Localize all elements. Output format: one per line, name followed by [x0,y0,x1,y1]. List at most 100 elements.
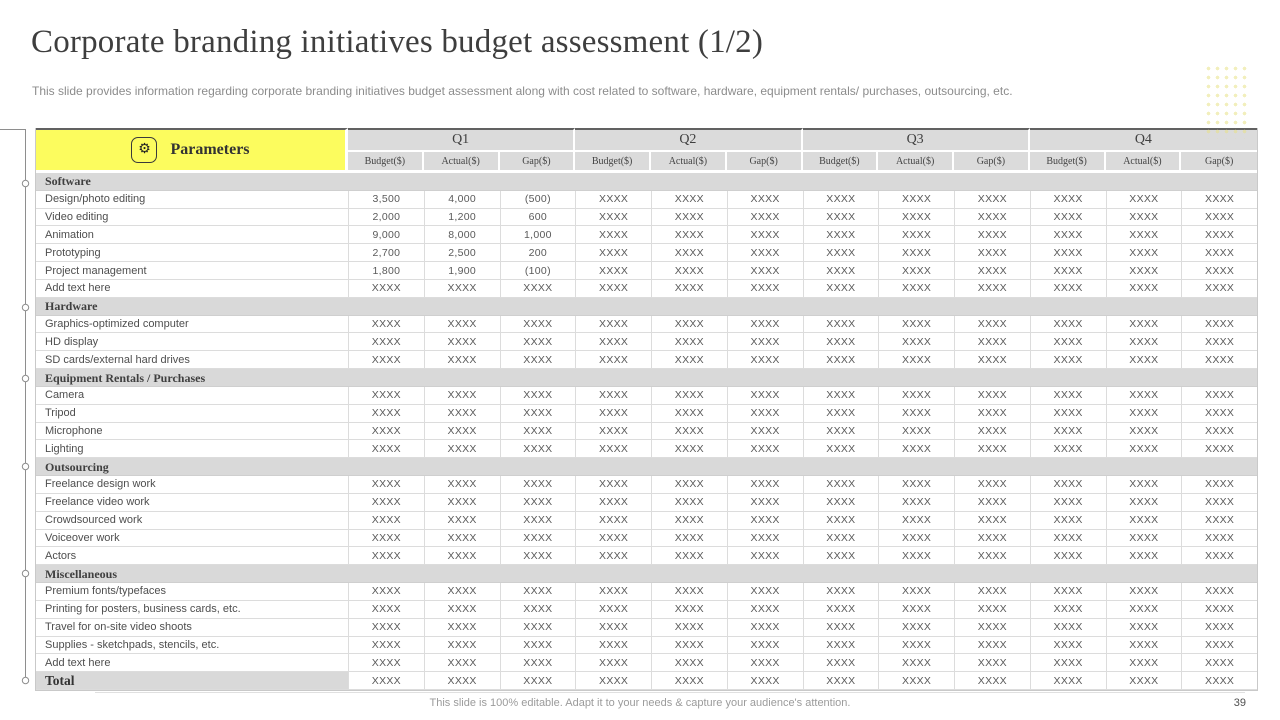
value-cell[interactable]: XXXX [348,672,424,691]
value-cell[interactable]: XXXX [499,654,576,673]
value-cell[interactable]: XXXX [802,636,879,655]
value-cell[interactable]: XXXX [802,618,879,637]
value-cell[interactable]: XXXX [651,315,727,334]
value-cell[interactable]: XXXX [575,190,651,209]
value-cell[interactable]: XXXX [726,440,803,459]
value-cell[interactable]: XXXX [954,208,1030,227]
value-cell[interactable]: XXXX [1029,386,1106,405]
value-cell[interactable]: XXXX [499,279,576,298]
value-cell[interactable]: XXXX [954,351,1030,370]
value-cell[interactable]: XXXX [954,511,1030,530]
value-cell[interactable]: XXXX [423,583,500,601]
value-cell[interactable]: XXXX [878,583,954,601]
value-cell[interactable]: XXXX [1105,190,1182,209]
value-cell[interactable]: XXXX [651,190,727,209]
value-cell[interactable]: XXXX [423,529,500,548]
value-cell[interactable]: XXXX [575,511,651,530]
value-cell[interactable]: XXXX [878,315,954,334]
value-cell[interactable]: XXXX [954,440,1030,459]
value-cell[interactable]: XXXX [1181,636,1258,655]
value-cell[interactable]: XXXX [1105,333,1182,352]
value-cell[interactable]: XXXX [651,262,727,280]
value-cell[interactable]: XXXX [348,333,424,352]
value-cell[interactable]: XXXX [726,583,803,601]
value-cell[interactable]: XXXX [575,315,651,334]
value-cell[interactable]: XXXX [1029,600,1106,619]
value-cell[interactable]: XXXX [878,476,954,494]
value-cell[interactable]: XXXX [726,333,803,352]
value-cell[interactable]: 2,700 [348,244,424,263]
value-cell[interactable]: XXXX [1181,476,1258,494]
value-cell[interactable]: XXXX [726,208,803,227]
value-cell[interactable]: XXXX [802,315,879,334]
value-cell[interactable]: XXXX [878,654,954,673]
value-cell[interactable]: XXXX [1105,600,1182,619]
value-cell[interactable]: XXXX [499,636,576,655]
value-cell[interactable]: XXXX [1029,654,1106,673]
value-cell[interactable]: XXXX [348,511,424,530]
value-cell[interactable]: XXXX [1105,547,1182,566]
value-cell[interactable]: XXXX [726,529,803,548]
value-cell[interactable]: XXXX [726,262,803,280]
value-cell[interactable]: XXXX [726,511,803,530]
value-cell[interactable]: XXXX [423,333,500,352]
value-cell[interactable]: XXXX [1181,404,1258,423]
value-cell[interactable]: XXXX [1181,351,1258,370]
value-cell[interactable]: XXXX [802,279,879,298]
value-cell[interactable]: XXXX [348,636,424,655]
value-cell[interactable]: XXXX [423,422,500,441]
value-cell[interactable]: XXXX [575,440,651,459]
value-cell[interactable]: XXXX [499,672,576,691]
value-cell[interactable]: XXXX [954,654,1030,673]
value-cell[interactable]: 3,500 [348,190,424,209]
value-cell[interactable]: XXXX [423,386,500,405]
value-cell[interactable]: XXXX [1181,529,1258,548]
value-cell[interactable]: XXXX [878,440,954,459]
value-cell[interactable]: XXXX [499,583,576,601]
value-cell[interactable]: XXXX [726,351,803,370]
value-cell[interactable]: XXXX [423,636,500,655]
value-cell[interactable]: XXXX [802,529,879,548]
value-cell[interactable]: XXXX [878,333,954,352]
value-cell[interactable]: 200 [499,244,576,263]
value-cell[interactable]: XXXX [423,351,500,370]
value-cell[interactable]: XXXX [1029,618,1106,637]
value-cell[interactable]: XXXX [1181,262,1258,280]
value-cell[interactable]: XXXX [348,600,424,619]
value-cell[interactable]: XXXX [348,351,424,370]
value-cell[interactable]: XXXX [802,333,879,352]
value-cell[interactable]: XXXX [1029,244,1106,263]
value-cell[interactable]: XXXX [1029,279,1106,298]
value-cell[interactable]: XXXX [726,654,803,673]
value-cell[interactable]: 4,000 [423,190,500,209]
value-cell[interactable]: XXXX [423,618,500,637]
value-cell[interactable]: XXXX [954,583,1030,601]
value-cell[interactable]: XXXX [1029,672,1106,691]
value-cell[interactable]: XXXX [802,654,879,673]
value-cell[interactable]: XXXX [802,547,879,566]
value-cell[interactable]: XXXX [802,404,879,423]
value-cell[interactable]: XXXX [575,672,651,691]
value-cell[interactable]: XXXX [726,226,803,245]
value-cell[interactable]: XXXX [499,404,576,423]
value-cell[interactable]: XXXX [802,351,879,370]
value-cell[interactable]: XXXX [802,386,879,405]
value-cell[interactable]: XXXX [348,440,424,459]
value-cell[interactable]: XXXX [1029,208,1106,227]
value-cell[interactable]: XXXX [1105,583,1182,601]
value-cell[interactable]: XXXX [1181,244,1258,263]
value-cell[interactable]: XXXX [1181,333,1258,352]
value-cell[interactable]: XXXX [423,476,500,494]
value-cell[interactable]: XXXX [954,333,1030,352]
value-cell[interactable]: XXXX [651,440,727,459]
value-cell[interactable]: XXXX [954,190,1030,209]
value-cell[interactable]: XXXX [651,226,727,245]
value-cell[interactable]: XXXX [878,404,954,423]
value-cell[interactable]: XXXX [575,618,651,637]
value-cell[interactable]: XXXX [1105,493,1182,512]
value-cell[interactable]: XXXX [499,333,576,352]
value-cell[interactable]: XXXX [1029,529,1106,548]
value-cell[interactable]: XXXX [802,422,879,441]
value-cell[interactable]: XXXX [726,190,803,209]
value-cell[interactable]: XXXX [499,315,576,334]
